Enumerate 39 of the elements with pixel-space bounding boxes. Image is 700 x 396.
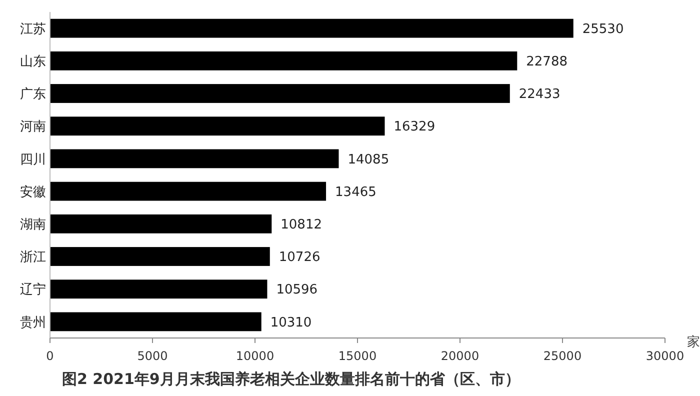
- data-label: 22433: [518, 87, 560, 102]
- x-tick-label: 0: [46, 349, 54, 363]
- data-label: 14085: [348, 152, 390, 168]
- data-label: 10596: [276, 282, 318, 298]
- y-tick-label: 河南: [20, 120, 46, 135]
- y-tick-label: 贵州: [20, 315, 46, 330]
- y-tick-label: 江苏: [20, 22, 46, 37]
- x-tick-label: 10000: [236, 349, 274, 363]
- data-label: 25530: [582, 22, 624, 37]
- y-tick-label: 山东: [20, 54, 46, 70]
- bar: [50, 51, 518, 70]
- x-tick-label: 5000: [137, 349, 168, 363]
- data-label: 10812: [280, 217, 322, 232]
- x-axis-title: 家: [687, 334, 700, 350]
- x-tick-label: 25000: [543, 349, 582, 363]
- bar: [50, 247, 270, 266]
- y-tick-label: 安徽: [20, 184, 46, 200]
- data-label: 13465: [335, 184, 376, 200]
- bar: [50, 116, 385, 136]
- data-label: 10310: [270, 315, 312, 330]
- bar: [50, 280, 268, 299]
- text: 图2 2021年9月月末我国养老相关企业数量排名前十的省（区、市）: [62, 370, 520, 388]
- y-tick-label: 湖南: [20, 217, 46, 232]
- bar: [50, 18, 574, 38]
- y-tick-label: 四川: [20, 152, 46, 168]
- data-label: 10726: [278, 250, 320, 266]
- bar: [50, 312, 262, 332]
- x-tick-label: 20000: [440, 349, 480, 363]
- data-label: 16329: [394, 120, 436, 135]
- bar: [50, 149, 339, 168]
- y-tick-label: 辽宁: [20, 282, 46, 298]
- x-tick-label: 30000: [646, 349, 684, 363]
- data-label: 22788: [526, 54, 568, 70]
- bar: [50, 182, 326, 201]
- y-tick-label: 浙江: [20, 250, 46, 266]
- bar: [50, 214, 272, 234]
- x-tick-label: 15000: [338, 349, 377, 363]
- y-tick-label: 广东: [20, 87, 46, 102]
- bar: [50, 84, 510, 103]
